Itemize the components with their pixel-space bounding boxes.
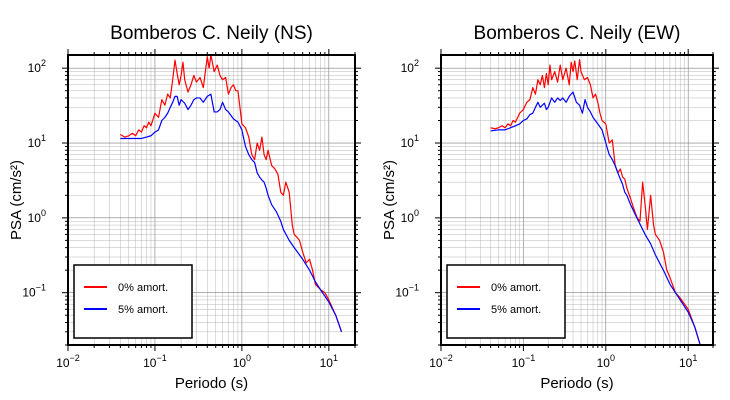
plot-frame (440, 54, 714, 346)
legend-label: 0% amort. (118, 282, 168, 294)
y-tick-label: 100 (28, 208, 46, 225)
legend-box (73, 264, 193, 339)
y-axis-label: PSA (cm/s²) (8, 160, 25, 240)
chart-title: Bomberos C. Neily (EW) (474, 23, 681, 44)
series-line-red (120, 54, 343, 333)
x-tick-label: 100 (233, 353, 251, 370)
y-tick-label: 101 (401, 133, 419, 150)
x-tick-label: 101 (679, 353, 697, 370)
y-tick-label: 101 (28, 133, 46, 150)
y-tick-label: 10−1 (22, 283, 46, 300)
legend-label: 0% amort. (491, 282, 541, 294)
legend: 0% amort. 5% amort. (446, 264, 566, 339)
legend-label: 5% amort. (118, 304, 168, 316)
chart-ns: 10−2 10−1 100 101 10−1 100 101 102 Bomberos C. N… (8, 23, 361, 392)
series-group (490, 59, 701, 346)
plot-frame (67, 54, 356, 346)
x-tick-label: 10−2 (56, 353, 80, 370)
chart-ew: 10−2 10−1 100 101 10−1 100 101 102 Bomberos C. N… (381, 23, 719, 392)
chart-title: Bomberos C. Neily (NS) (110, 23, 313, 44)
legend-box (446, 264, 566, 339)
x-axis-label: Periodo (s) (540, 375, 613, 392)
y-tick-label: 102 (28, 58, 46, 75)
y-tick-label: 100 (401, 208, 419, 225)
series-line-blue (120, 93, 343, 333)
x-tick-label: 101 (320, 353, 338, 370)
y-tick-label: 10−1 (395, 283, 419, 300)
series-line-blue (490, 91, 701, 346)
x-tick-label: 10−1 (512, 353, 536, 370)
y-tick-label: 102 (401, 58, 419, 75)
legend-label: 5% amort. (491, 304, 541, 316)
x-tick-label: 10−2 (429, 353, 453, 370)
series-line-red (490, 59, 701, 346)
x-tick-label: 100 (597, 353, 615, 370)
y-axis-label: PSA (cm/s²) (381, 160, 398, 240)
x-tick-label: 10−1 (143, 353, 167, 370)
x-axis-label: Periodo (s) (175, 375, 248, 392)
legend: 0% amort. 5% amort. (73, 264, 193, 339)
series-group (120, 54, 343, 333)
